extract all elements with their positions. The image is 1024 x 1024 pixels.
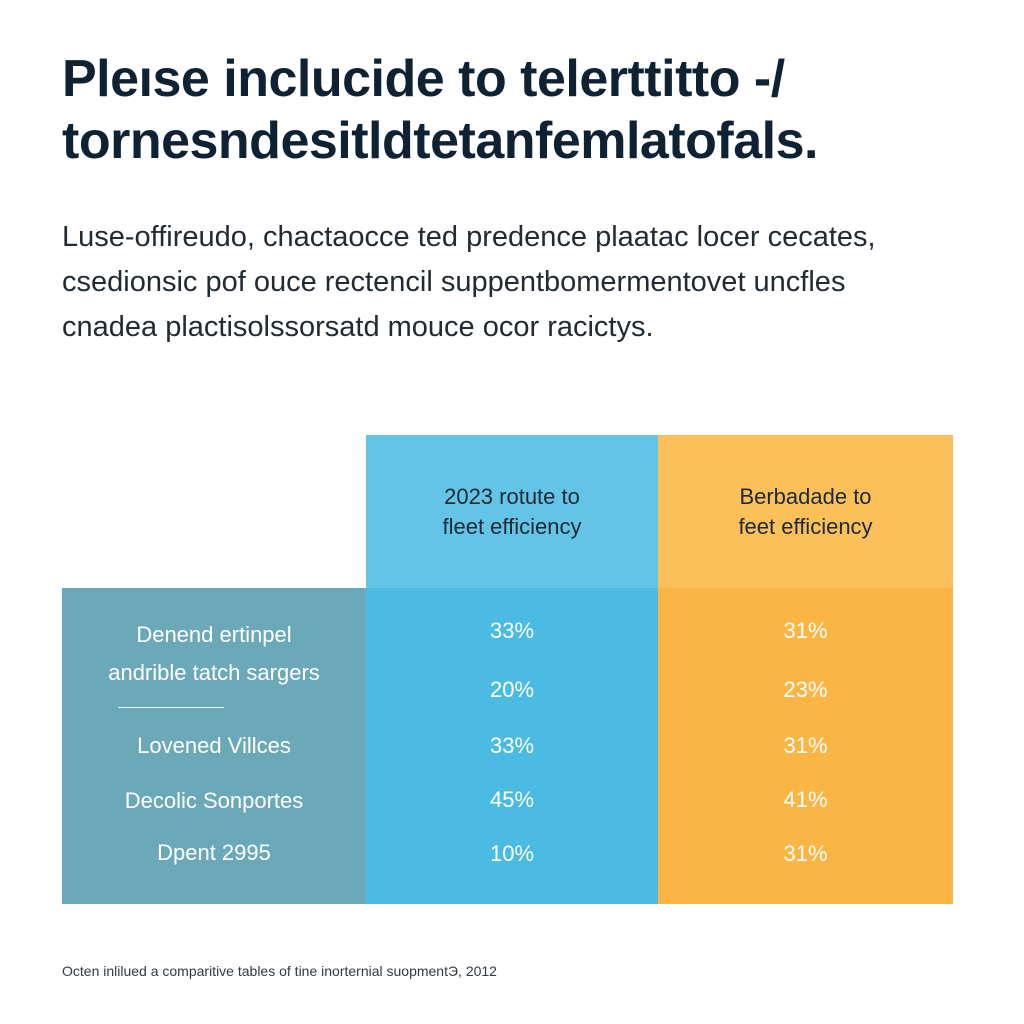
title-line-1: Pleıse inclucide to telerttitto -/ [62,50,785,108]
intro-line-2: csedionsic pof ouce rectencil suppentbom… [62,266,846,298]
column-header-1: 2023 rotute to fleet efficiency [366,435,658,588]
column-header-2-line-2: feet efficiency [738,513,873,539]
row-label-5: Dpent 2995 [157,840,271,865]
row-label-1: Denend ertinpel andrible tatch sargers [62,616,366,692]
row-label-1-line-1: Denend ertinpel [136,622,292,647]
cell-r1-c1: 33% [489,618,535,643]
value-column-1: 33% 20% 33% 45% 10% [366,588,658,904]
cell-r1-c2: 31% [783,618,828,643]
cell-r5-c2: 31% [783,841,828,866]
cell-r3-c2: 31% [783,733,828,758]
cell-r2-c1: 20% [489,677,535,702]
value-column-2: 31% 23% 31% 41% 31% [658,588,953,904]
row-label-column: Denend ertinpel andrible tatch sargers L… [62,588,366,904]
cell-r5-c1: 10% [489,841,535,866]
row-divider [118,707,224,708]
row-label-1-line-2: andrible tatch sargers [108,660,320,685]
cell-r2-c2: 23% [783,677,828,702]
column-header-1-line-2: fleet efficiency [442,513,582,539]
column-header-2: Berbadade to feet efficiency [658,435,953,588]
row-label-3: Lovened Villces [137,733,291,758]
cell-r3-c1: 33% [489,733,535,758]
title-line-2: tornesndesitldtetanfemlatofals. [62,112,818,170]
page-title: Pleıse inclucide to telerttitto -/ torne… [62,48,982,172]
cell-r4-c2: 41% [783,787,828,812]
row-label-4: Decolic Sonportes [124,788,304,813]
column-header-2-line-1: Berbadade to [739,483,872,509]
intro-line-1: Luse-offireudo, chactaocce ted predence … [62,221,876,253]
intro-paragraph: Luse-offireudo, chactaocce ted predence … [62,215,982,350]
column-header-1-line-1: 2023 rotute to [444,483,580,509]
cell-r4-c1: 45% [489,787,535,812]
intro-line-3: cnadea plactisolssorsatd mouce ocor raci… [62,311,654,343]
footnote: Octen inlilued a comparitive tables of t… [62,963,497,979]
